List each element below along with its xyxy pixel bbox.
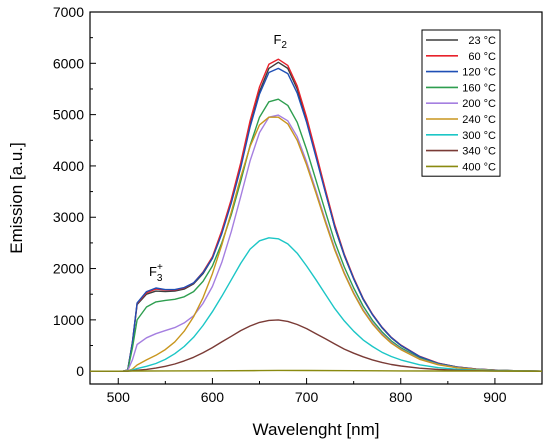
legend-label: 60 °C bbox=[468, 51, 496, 63]
plot-frame bbox=[89, 11, 543, 385]
y-tick-label: 4000 bbox=[53, 158, 84, 174]
y-tick-label: 1000 bbox=[53, 312, 84, 328]
y-tick-label: 5000 bbox=[53, 107, 84, 123]
x-tick-label: 500 bbox=[107, 389, 131, 405]
series-line bbox=[90, 98, 543, 372]
legend-label: 200 °C bbox=[462, 98, 496, 110]
series-line bbox=[90, 67, 543, 372]
series-line bbox=[90, 116, 543, 372]
y-axis-title: Emission [a.u.] bbox=[7, 142, 26, 254]
annotations: F2F+ 3 bbox=[149, 32, 287, 284]
annotation-f3: F+ 3 bbox=[149, 262, 163, 284]
y-tick-label: 6000 bbox=[53, 55, 84, 71]
x-tick-label: 900 bbox=[483, 389, 507, 405]
series-line bbox=[90, 237, 543, 372]
y-tick-label: 0 bbox=[76, 363, 84, 379]
legend-label: 120 °C bbox=[462, 67, 496, 79]
annotation-base: F bbox=[149, 264, 157, 279]
series-line bbox=[90, 369, 543, 372]
axis-ticks: 500 600 700 800 900 0 1000 2000 3000 4000 5000 6000… bbox=[53, 4, 543, 405]
legend-label: 340 °C bbox=[462, 146, 496, 158]
x-axis-title: Wavelenght [nm] bbox=[253, 420, 380, 439]
annotation-sub: 2 bbox=[281, 40, 287, 51]
legend-label: 400 °C bbox=[462, 161, 496, 173]
y-tick-label: 3000 bbox=[53, 209, 84, 225]
legend-label: 240 °C bbox=[462, 114, 496, 126]
annotation-f2: F2 bbox=[273, 32, 287, 51]
legend-label: 23 °C bbox=[468, 35, 496, 47]
annotation-sub: 3 bbox=[157, 273, 163, 284]
x-tick-label: 800 bbox=[389, 389, 413, 405]
annotation-sup: + bbox=[157, 262, 163, 273]
series-line bbox=[90, 319, 543, 372]
annotation-base: F bbox=[273, 32, 281, 47]
x-tick-label: 600 bbox=[201, 389, 225, 405]
x-tick-label: 700 bbox=[295, 389, 319, 405]
y-tick-label: 7000 bbox=[53, 4, 84, 20]
y-tick-label: 2000 bbox=[53, 261, 84, 277]
legend-label: 300 °C bbox=[462, 130, 496, 142]
series-layer bbox=[90, 58, 543, 372]
legend: 23 °C 60 °C 120 °C 160 °C 200 °C 240 °C 300 °C… bbox=[421, 29, 501, 177]
legend-label: 160 °C bbox=[462, 82, 496, 94]
